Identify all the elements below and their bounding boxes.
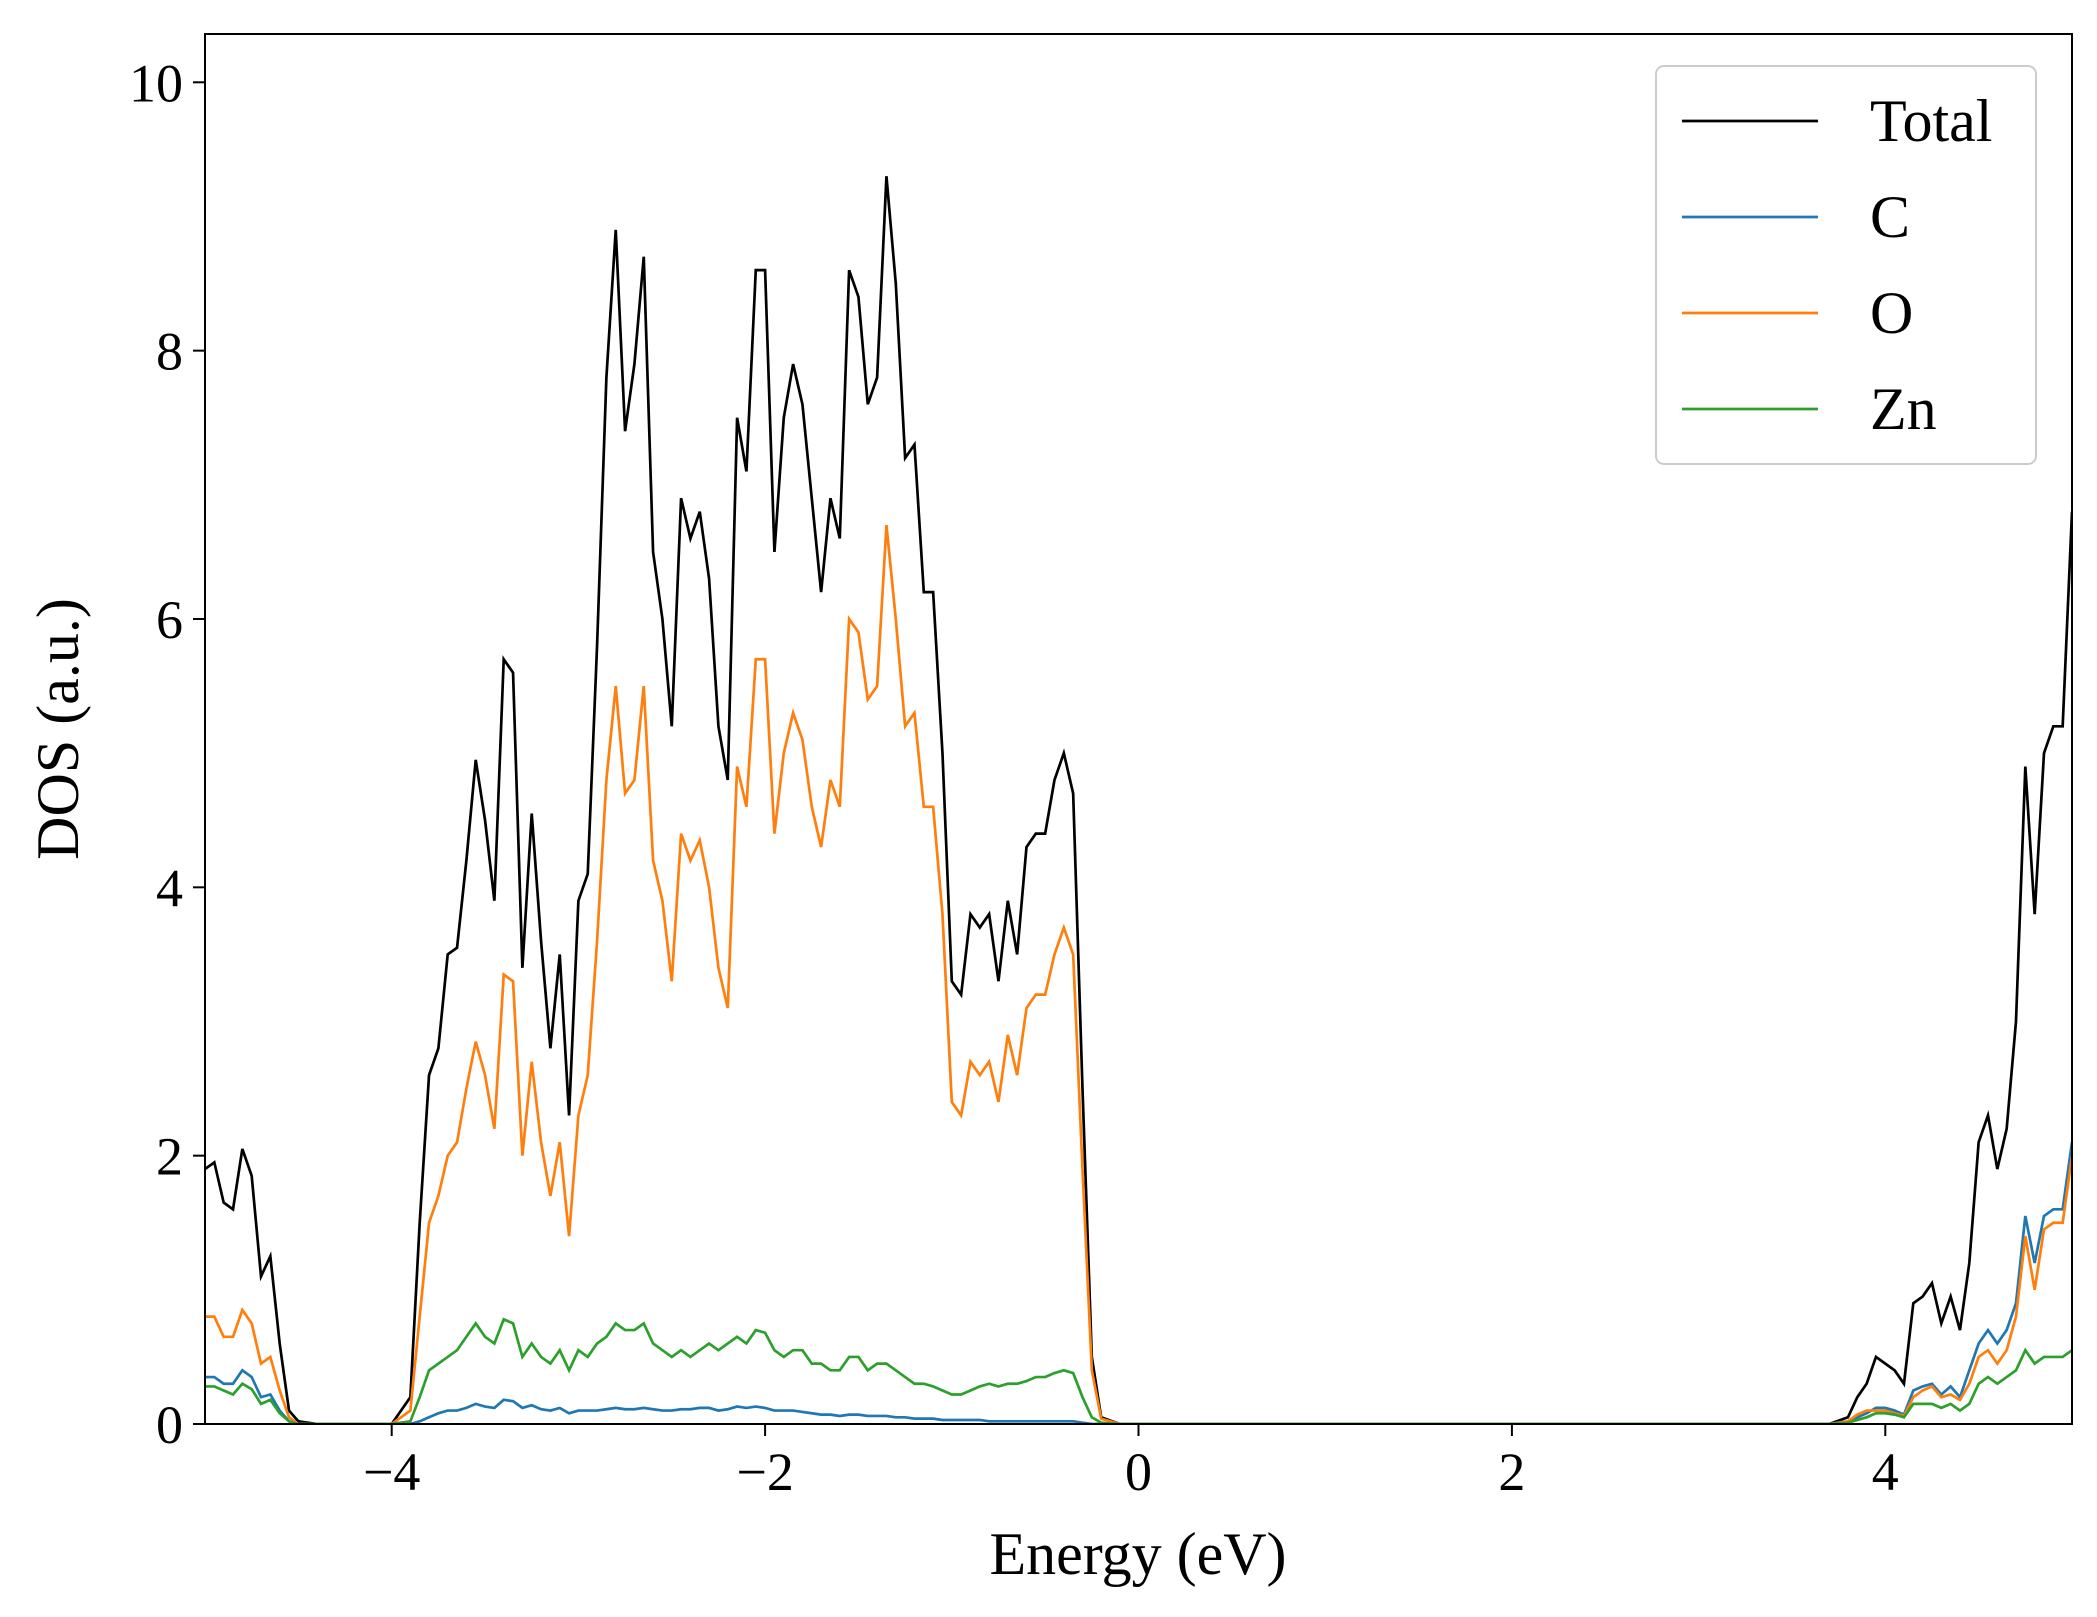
x-tick-label: −2 — [736, 1442, 793, 1502]
y-tick-label: 2 — [156, 1127, 183, 1187]
dos-line — [205, 1317, 2072, 1424]
x-tick-label: 2 — [1498, 1442, 1525, 1502]
y-tick-label: 10 — [129, 53, 183, 113]
y-axis-label: DOS (a.u.) — [25, 598, 91, 860]
plot-frame — [204, 33, 2073, 1425]
x-axis-label: Energy (eV) — [989, 1521, 1286, 1587]
x-tick-label: 4 — [1872, 1442, 1899, 1502]
legend-label: Total — [1870, 88, 1992, 154]
dos-line — [205, 524, 2072, 1424]
x-tick-label: −4 — [363, 1442, 420, 1502]
dos-line — [205, 176, 2072, 1424]
legend-box — [1655, 65, 2037, 465]
legend-label: C — [1870, 184, 1910, 250]
dos-line — [205, 1142, 2072, 1424]
legend-label: O — [1870, 280, 1913, 346]
x-tick-label: 0 — [1125, 1442, 1152, 1502]
y-tick-label: 4 — [156, 858, 183, 918]
legend-label: Zn — [1870, 376, 1937, 442]
y-tick-label: 8 — [156, 322, 183, 382]
y-tick-label: 6 — [156, 590, 183, 650]
y-tick-label: 0 — [156, 1395, 183, 1455]
